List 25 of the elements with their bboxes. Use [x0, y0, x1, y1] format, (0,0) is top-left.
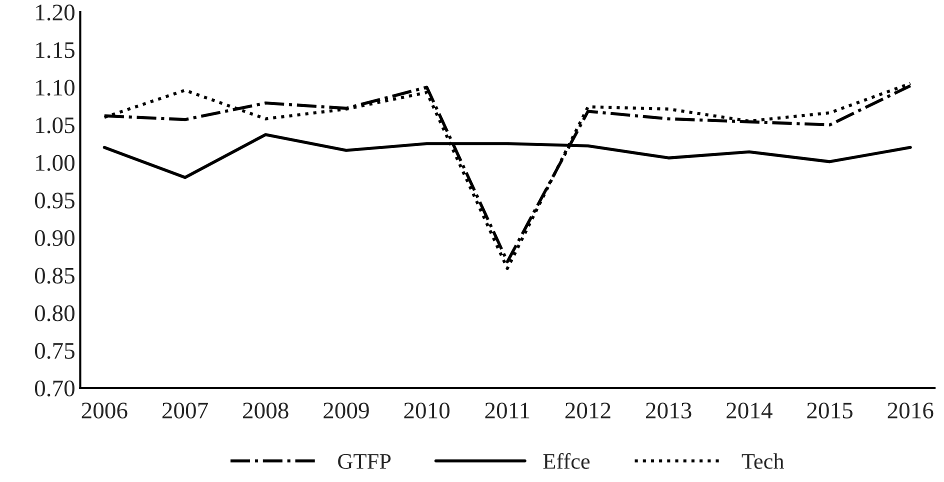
x-tick-label: 2014	[726, 402, 772, 419]
x-tick-label: 2012	[565, 402, 610, 419]
y-tick-label: 1.00	[36, 154, 74, 171]
y-tick-label: 0.80	[34, 305, 74, 322]
x-tick-label: 2010	[404, 402, 450, 419]
y-tick-label: 0.90	[34, 230, 74, 246]
x-tick-label: 2009	[324, 402, 369, 419]
x-tick-label: 2011	[485, 402, 530, 419]
legend-label: Effce	[543, 453, 590, 469]
legend-label: GTFP	[338, 454, 391, 469]
x-tick-label: 2006	[82, 402, 128, 419]
x-tick-label: 2008	[243, 402, 288, 419]
y-tick-label: 1.20	[36, 4, 74, 21]
x-tick-label: 2013	[646, 402, 692, 419]
y-tick-label: 1.05	[36, 117, 74, 134]
y-tick-label: 0.75	[34, 342, 74, 359]
x-tick-label: 2007	[162, 402, 208, 419]
y-tick-label: 0.85	[34, 268, 74, 284]
y-tick-label: 1.15	[36, 42, 74, 58]
y-tick-label: 0.95	[34, 192, 74, 209]
y-tick-label: 0.70	[34, 380, 74, 397]
y-tick-label: 1.10	[36, 80, 74, 96]
legend-label: Tech	[742, 453, 784, 469]
x-tick-label: 2015	[807, 402, 852, 419]
x-tick-label: 2016	[888, 402, 934, 419]
